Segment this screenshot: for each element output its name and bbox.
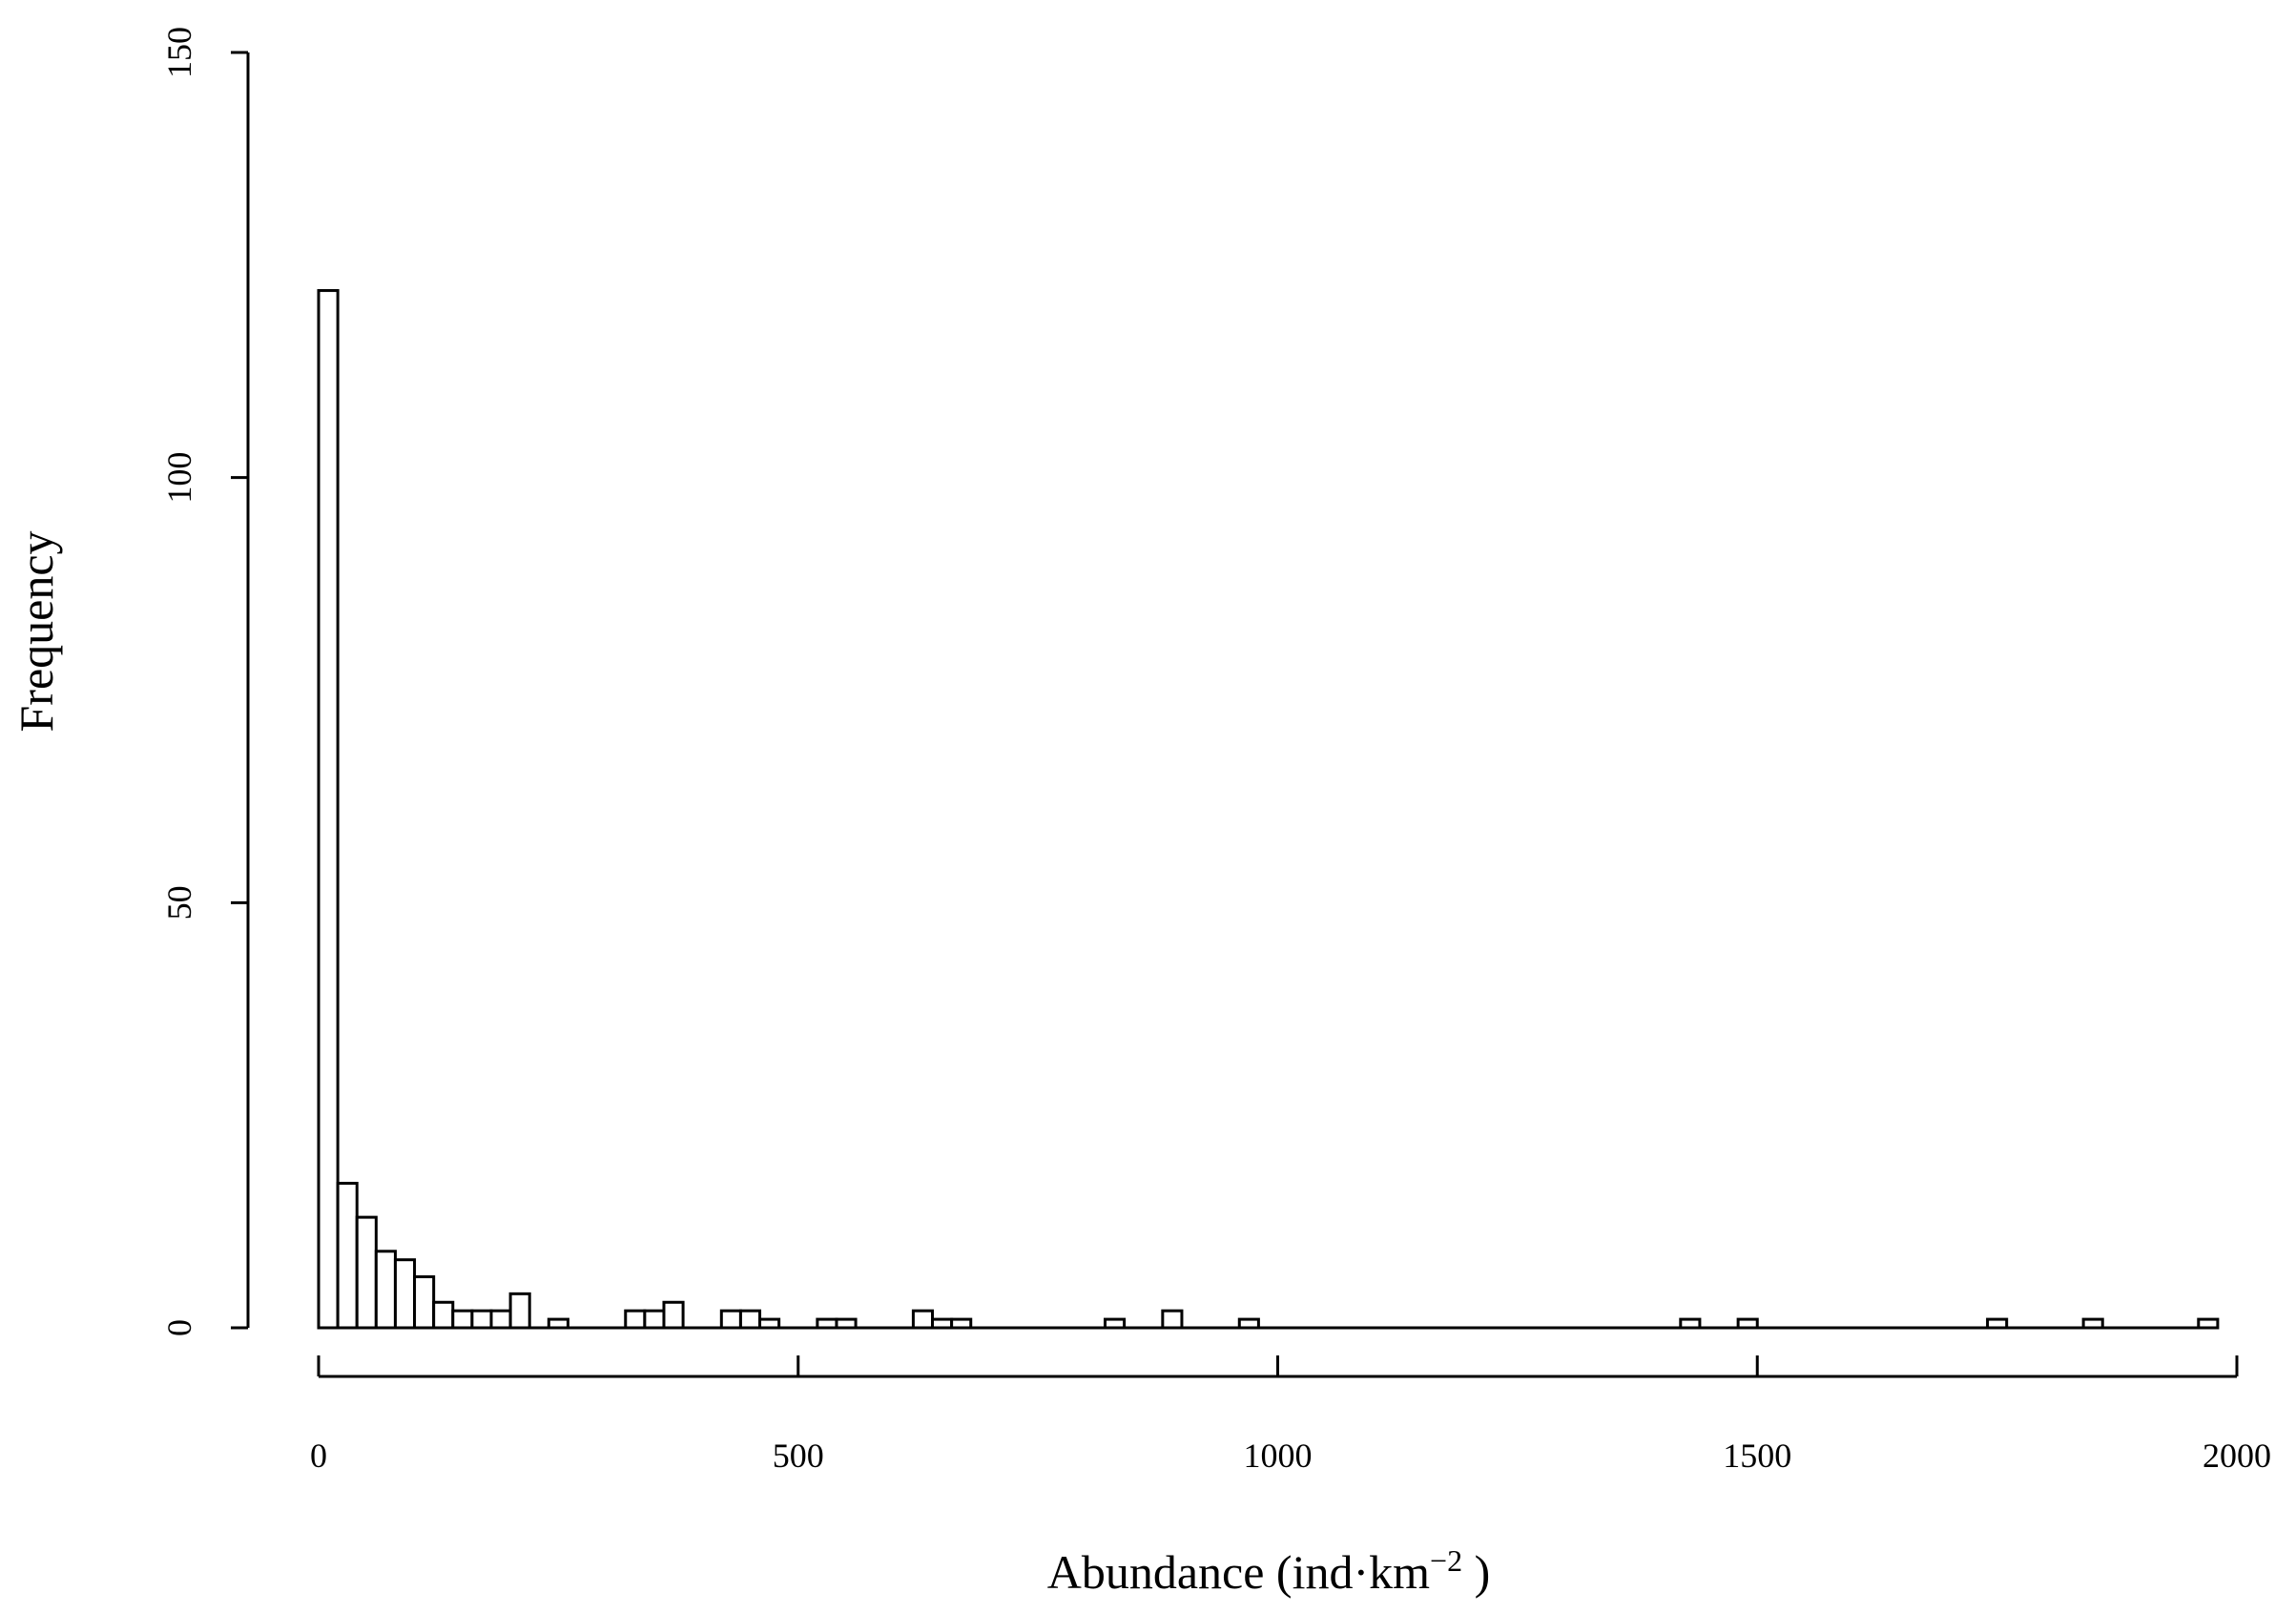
histogram-bar bbox=[317, 289, 340, 1330]
histogram-bar bbox=[336, 1181, 359, 1330]
histogram-bar bbox=[643, 1309, 666, 1330]
histogram-bar bbox=[719, 1309, 742, 1330]
histogram-bar bbox=[413, 1275, 436, 1330]
x-axis-title-close: ) bbox=[1462, 1545, 1490, 1599]
x-axis-tick-label: 1500 bbox=[1723, 1437, 1791, 1475]
histogram-bar bbox=[470, 1309, 493, 1330]
histogram-bars bbox=[317, 289, 2220, 1330]
histogram-bar bbox=[451, 1309, 474, 1330]
histogram-bar bbox=[662, 1300, 685, 1330]
y-axis-tick-label: 50 bbox=[160, 885, 198, 920]
histogram-bar bbox=[911, 1309, 935, 1330]
histogram-bar bbox=[489, 1309, 512, 1330]
histogram-bar bbox=[624, 1309, 647, 1330]
histogram-bar bbox=[1161, 1309, 1184, 1330]
x-axis: 0 500 1000 1500 2000 bbox=[310, 1355, 2271, 1475]
x-axis-title: Abundance (ind·km−2 ) bbox=[1047, 1543, 1490, 1599]
x-axis-title-exponent: −2 bbox=[1430, 1543, 1462, 1578]
histogram-bar bbox=[432, 1300, 455, 1330]
x-axis-tick-label: 0 bbox=[310, 1437, 327, 1475]
histogram-bar bbox=[374, 1250, 397, 1330]
y-axis-title: Frequency bbox=[10, 530, 63, 732]
y-axis-tick-label: 0 bbox=[160, 1319, 198, 1336]
y-axis-tick-label: 100 bbox=[160, 452, 198, 504]
histogram-bar bbox=[355, 1215, 378, 1330]
histogram-bar bbox=[508, 1292, 531, 1330]
histogram-bar bbox=[738, 1309, 762, 1330]
y-axis-tick-label: 150 bbox=[160, 27, 198, 78]
x-axis-tick-label: 500 bbox=[773, 1437, 824, 1475]
y-axis: 0 50 100 150 bbox=[160, 27, 250, 1336]
x-axis-title-main: Abundance (ind·km bbox=[1047, 1545, 1430, 1599]
x-axis-tick-label: 1000 bbox=[1244, 1437, 1313, 1475]
histogram-bar bbox=[393, 1258, 417, 1330]
x-axis-tick-label: 2000 bbox=[2203, 1437, 2271, 1475]
